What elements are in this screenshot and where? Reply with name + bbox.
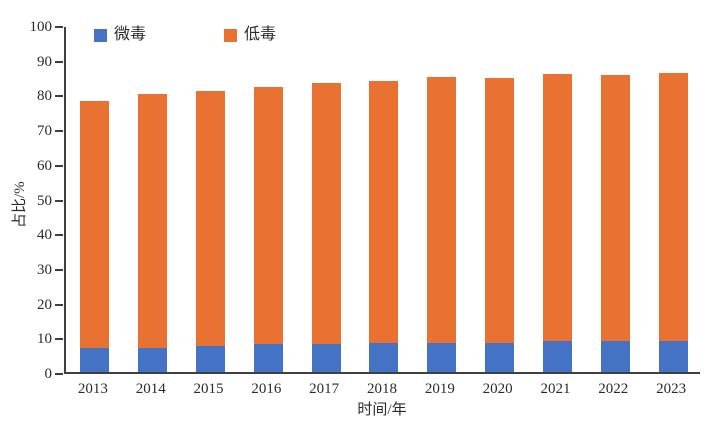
bar-segment-weidu-2015 bbox=[196, 345, 226, 372]
legend-swatch-didu-icon bbox=[224, 28, 238, 42]
y-tick-mark bbox=[55, 268, 63, 271]
bar-segment-didu-2018 bbox=[369, 80, 399, 343]
bar-segment-didu-2016 bbox=[253, 87, 283, 345]
y-tick-label-30: 30 bbox=[37, 261, 52, 278]
y-tick-mark bbox=[55, 199, 63, 202]
bar-segment-weidu-2022 bbox=[600, 341, 630, 372]
bar-segment-weidu-2013 bbox=[80, 347, 110, 372]
bar-segment-weidu-2023 bbox=[658, 341, 688, 372]
bar-group-2021 bbox=[529, 27, 587, 372]
bar-group-2019 bbox=[413, 27, 471, 372]
plot-area bbox=[64, 27, 700, 374]
y-tick-label-70: 70 bbox=[37, 123, 52, 140]
bar-group-2017 bbox=[297, 27, 355, 372]
bar-group-2018 bbox=[355, 27, 413, 372]
y-tick-mark bbox=[55, 130, 63, 133]
legend-swatch-weidu-icon bbox=[94, 28, 107, 42]
y-tick-label-0: 0 bbox=[44, 366, 53, 382]
x-tick-label-2022: 2022 bbox=[598, 381, 629, 397]
bar-group-2014 bbox=[124, 27, 182, 372]
legend: 微毒 低毒 bbox=[94, 27, 276, 43]
y-tick-mark bbox=[55, 234, 63, 237]
bar-segment-weidu-2021 bbox=[542, 341, 572, 372]
bar-segment-weidu-2020 bbox=[485, 342, 515, 372]
bar-segment-didu-2013 bbox=[80, 101, 110, 348]
bar-segment-didu-2015 bbox=[196, 90, 226, 346]
y-tick-label-90: 90 bbox=[37, 53, 52, 70]
y-tick-mark bbox=[55, 26, 63, 28]
bar-group-2022 bbox=[586, 27, 644, 372]
bar-segment-didu-2020 bbox=[485, 77, 515, 343]
y-tick-label-40: 40 bbox=[37, 227, 52, 244]
y-tick-mark bbox=[55, 95, 63, 98]
bar-segment-weidu-2018 bbox=[369, 342, 399, 372]
bar-segment-didu-2017 bbox=[311, 82, 341, 345]
legend-item-weidu: 微毒 bbox=[94, 27, 146, 43]
bar-segment-weidu-2017 bbox=[311, 344, 341, 372]
bar-group-2015 bbox=[182, 27, 240, 372]
y-tick-label-50: 50 bbox=[37, 192, 52, 209]
bar-segment-didu-2022 bbox=[600, 74, 630, 342]
bar-segment-weidu-2016 bbox=[253, 344, 283, 372]
bar-segment-didu-2014 bbox=[138, 94, 168, 348]
bar-segment-didu-2019 bbox=[427, 77, 457, 343]
x-tick-label-2015: 2015 bbox=[193, 381, 224, 397]
x-tick-label-2019: 2019 bbox=[424, 381, 455, 397]
y-tick-label-20: 20 bbox=[37, 296, 52, 313]
bar-segment-didu-2021 bbox=[542, 74, 572, 342]
legend-label-didu: 低毒 bbox=[244, 26, 277, 43]
y-tick-label-10: 10 bbox=[37, 331, 52, 348]
y-tick-mark bbox=[55, 373, 63, 375]
bar-segment-didu-2023 bbox=[658, 72, 688, 342]
bar-segment-weidu-2014 bbox=[138, 347, 168, 372]
bar-group-2020 bbox=[471, 27, 529, 372]
bar-group-2016 bbox=[239, 27, 297, 372]
x-tick-label-2014: 2014 bbox=[135, 381, 166, 397]
x-tick-label-2018: 2018 bbox=[366, 381, 397, 397]
x-tick-label-2017: 2017 bbox=[309, 381, 340, 397]
bar-group-2023 bbox=[644, 27, 702, 372]
x-axis-title: 时间/年 bbox=[357, 402, 407, 418]
y-tick-mark bbox=[55, 303, 63, 306]
y-tick-label-100: 100 bbox=[29, 19, 53, 35]
y-tick-mark bbox=[55, 60, 63, 63]
legend-item-didu: 低毒 bbox=[224, 27, 276, 43]
bar-group-2013 bbox=[66, 27, 124, 372]
x-tick-label-2023: 2023 bbox=[656, 381, 687, 397]
legend-label-weidu: 微毒 bbox=[114, 26, 147, 43]
y-tick-mark bbox=[55, 164, 63, 167]
x-tick-label-2020: 2020 bbox=[482, 381, 513, 397]
y-tick-label-60: 60 bbox=[37, 157, 52, 174]
x-tick-label-2013: 2013 bbox=[77, 381, 108, 397]
x-tick-label-2016: 2016 bbox=[251, 381, 282, 397]
bar-segment-weidu-2019 bbox=[427, 342, 457, 372]
y-tick-label-80: 80 bbox=[37, 88, 52, 105]
x-tick-label-2021: 2021 bbox=[540, 381, 571, 397]
y-tick-mark bbox=[55, 338, 63, 341]
